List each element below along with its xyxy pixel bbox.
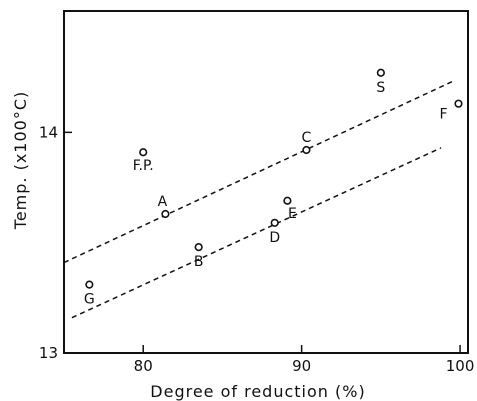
data-point — [302, 145, 311, 155]
data-point — [283, 196, 292, 205]
trend-line — [71, 147, 442, 319]
data-point — [85, 280, 94, 289]
point-label: F — [439, 107, 447, 123]
data-point — [270, 218, 279, 227]
tick-labels: 80 90 100 13 14 — [39, 123, 474, 375]
data-point — [161, 209, 170, 219]
x-tick-label: 90 — [292, 357, 311, 375]
point-label: A — [158, 194, 168, 210]
data-point — [376, 68, 385, 77]
y-tick-label: 13 — [39, 344, 58, 362]
point-label: B — [194, 254, 204, 270]
data-point — [194, 242, 203, 252]
x-tick-label: 100 — [446, 357, 475, 375]
trend-lines — [63, 80, 453, 319]
data-points — [85, 68, 463, 289]
plot-frame — [63, 10, 469, 354]
point-label: C — [302, 130, 312, 146]
trend-line — [63, 80, 453, 264]
x-tick-label: 80 — [134, 357, 153, 375]
point-label: S — [376, 80, 385, 96]
tick-marks — [64, 131, 461, 354]
x-axis-label: Degree of reduction (%) — [150, 382, 365, 401]
point-labels: F.P. A B C DE G S F — [84, 80, 448, 308]
y-axis-label: Temp. (x100°C) — [11, 91, 30, 230]
data-point — [454, 99, 463, 108]
point-label: G — [84, 292, 95, 308]
point-label: F.P. — [133, 158, 154, 174]
data-point — [139, 148, 148, 157]
point-label: D — [269, 230, 280, 246]
point-label: E — [288, 206, 297, 222]
y-tick-label: 14 — [39, 123, 58, 141]
